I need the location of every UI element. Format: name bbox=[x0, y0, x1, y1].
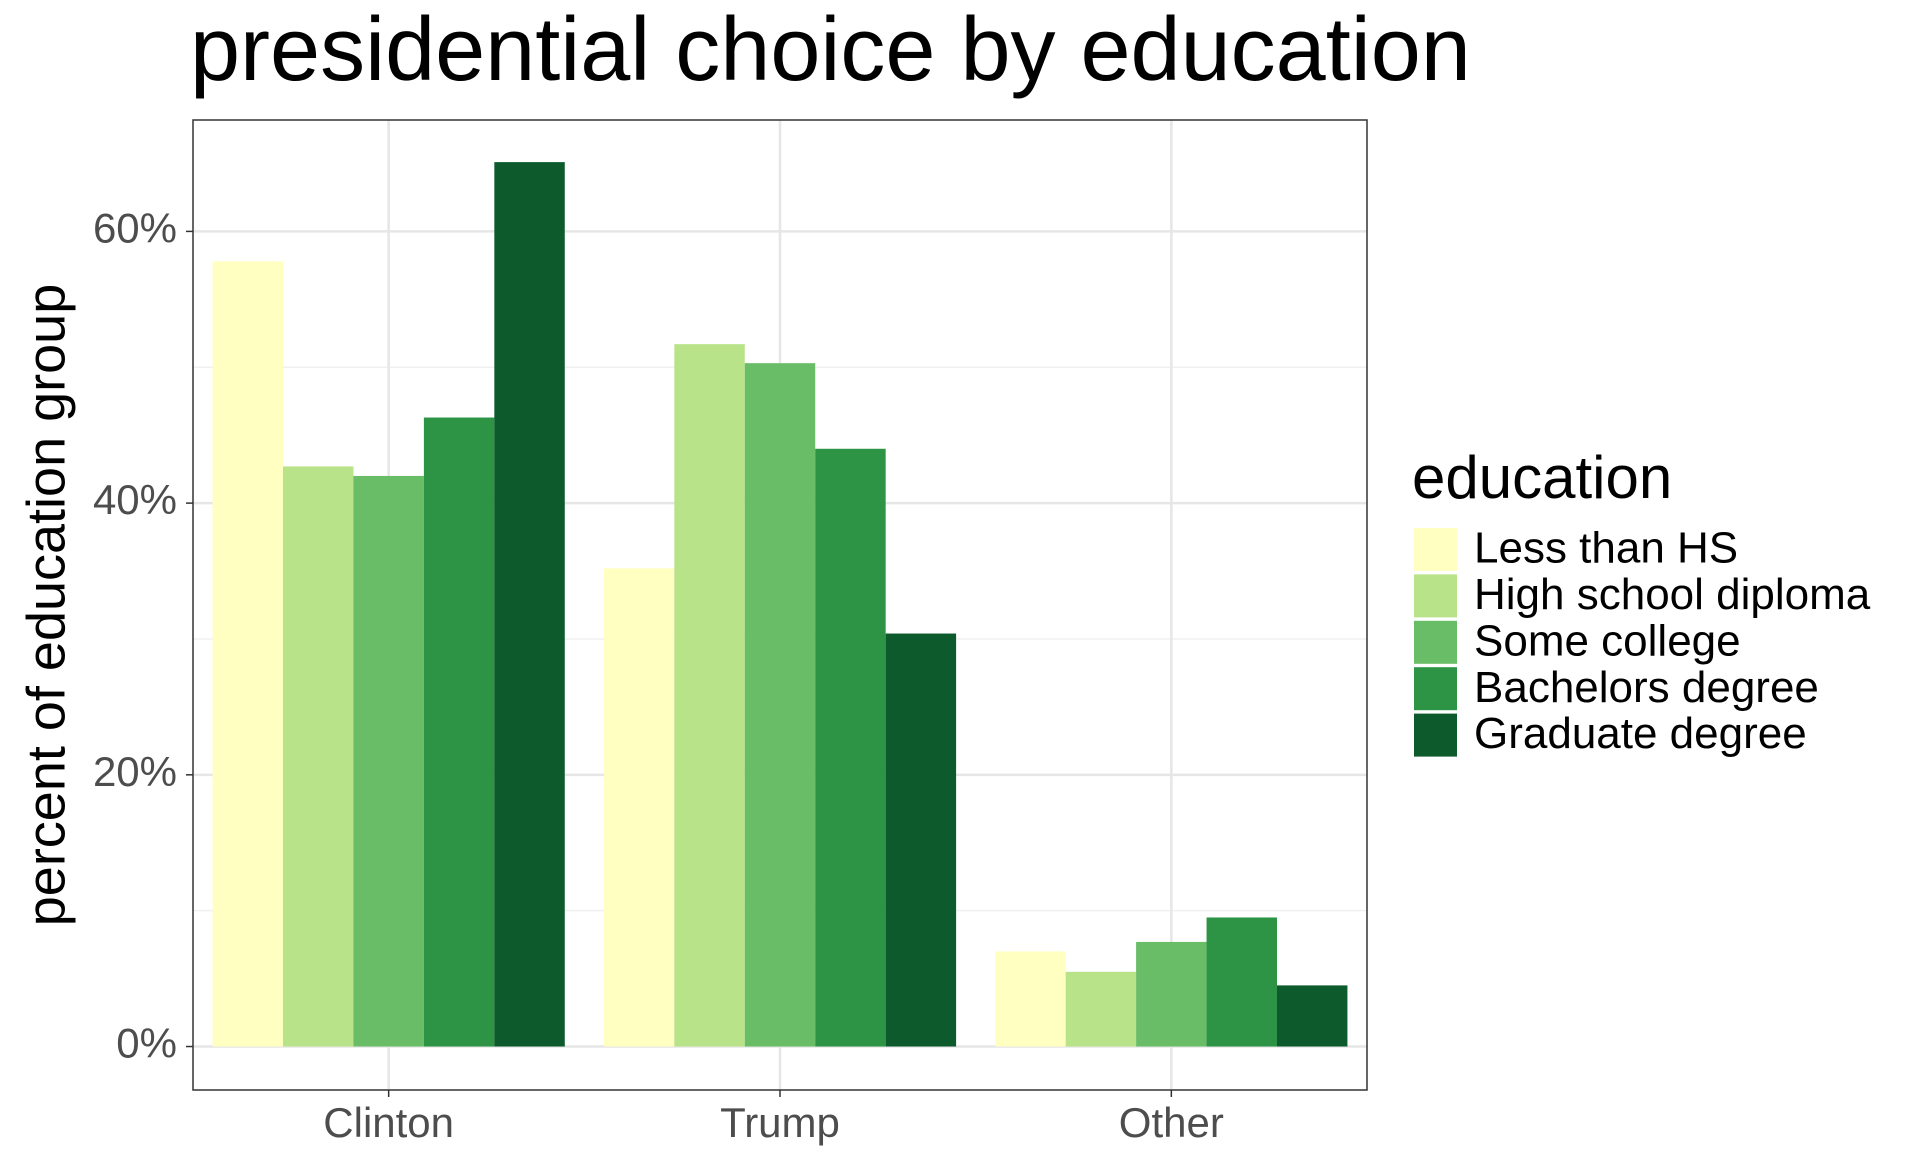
bar bbox=[815, 448, 886, 1047]
legend-title: education bbox=[1412, 444, 1672, 511]
y-tick-label: 20% bbox=[93, 748, 177, 795]
bar bbox=[995, 951, 1066, 1047]
legend-label: Less than HS bbox=[1474, 524, 1738, 573]
y-tick-label: 0% bbox=[116, 1020, 177, 1067]
y-axis-label: percent of education group bbox=[16, 284, 76, 926]
bar bbox=[1136, 941, 1207, 1047]
y-tick-label: 40% bbox=[93, 476, 177, 523]
bar bbox=[212, 261, 284, 1047]
bar bbox=[494, 162, 565, 1047]
bar bbox=[1065, 971, 1137, 1047]
bar bbox=[423, 417, 495, 1047]
bar bbox=[744, 363, 816, 1047]
legend-label: Bachelors degree bbox=[1474, 663, 1819, 712]
legend-label: Graduate degree bbox=[1474, 709, 1807, 758]
bar bbox=[1276, 985, 1348, 1047]
legend-key bbox=[1414, 620, 1457, 664]
bar bbox=[885, 633, 957, 1047]
legend-label: High school diploma bbox=[1474, 570, 1871, 619]
panel-border bbox=[192, 119, 1368, 1091]
y-tick-label: 60% bbox=[93, 204, 177, 251]
x-tick-label: Clinton bbox=[323, 1099, 454, 1146]
bar bbox=[603, 568, 675, 1047]
legend-key bbox=[1414, 528, 1457, 571]
bar bbox=[1206, 917, 1277, 1047]
bar bbox=[283, 466, 354, 1047]
legend-label: Some college bbox=[1474, 616, 1741, 665]
bar bbox=[353, 475, 424, 1047]
x-tick-label: Trump bbox=[720, 1099, 840, 1146]
legend-key bbox=[1414, 713, 1457, 757]
legend-key bbox=[1414, 574, 1457, 618]
x-tick-label: Other bbox=[1119, 1099, 1224, 1146]
chart-title: presidential choice by education bbox=[190, 0, 1471, 100]
legend-key bbox=[1414, 667, 1457, 711]
bar bbox=[674, 344, 745, 1047]
